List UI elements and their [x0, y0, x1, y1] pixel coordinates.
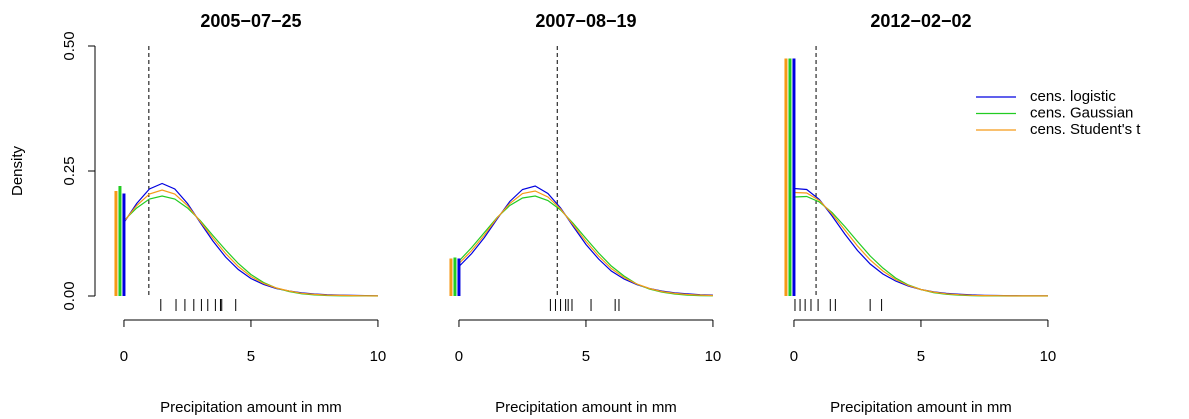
- density-curve: [793, 195, 1048, 297]
- x-axis-label: Precipitation amount in mm: [830, 399, 1012, 416]
- x-tick-label: 5: [247, 348, 255, 365]
- chart-title: 2005−07−25: [200, 11, 301, 31]
- y-tick-label: 0.00: [61, 281, 78, 310]
- density-curve: [793, 191, 1048, 297]
- legend-label: cens. Gaussian: [1030, 104, 1133, 121]
- x-tick-label: 5: [917, 348, 925, 365]
- density-curve: [793, 187, 1048, 297]
- x-tick-label: 0: [455, 348, 463, 365]
- density-curve: [123, 195, 378, 297]
- legend-label: cens. logistic: [1030, 88, 1116, 105]
- x-axis-label: Precipitation amount in mm: [160, 399, 342, 416]
- legend-label: cens. Student's t: [1030, 121, 1141, 138]
- x-tick-label: 5: [582, 348, 590, 365]
- density-curve: [458, 195, 713, 297]
- x-tick-label: 10: [1040, 348, 1057, 365]
- x-tick-label: 10: [370, 348, 387, 365]
- x-tick-label: 10: [705, 348, 722, 365]
- density-curve: [123, 182, 378, 297]
- y-tick-label: 0.50: [61, 31, 78, 60]
- chart-title: 2012−02−02: [870, 11, 971, 31]
- x-tick-label: 0: [790, 348, 798, 365]
- x-tick-label: 0: [120, 348, 128, 365]
- density-curve: [123, 189, 378, 297]
- y-tick-label: 0.25: [61, 156, 78, 185]
- x-axis-label: Precipitation amount in mm: [495, 399, 677, 416]
- y-axis-label: Density: [9, 145, 26, 196]
- chart-title: 2007−08−19: [535, 11, 636, 31]
- density-curve: [458, 190, 713, 297]
